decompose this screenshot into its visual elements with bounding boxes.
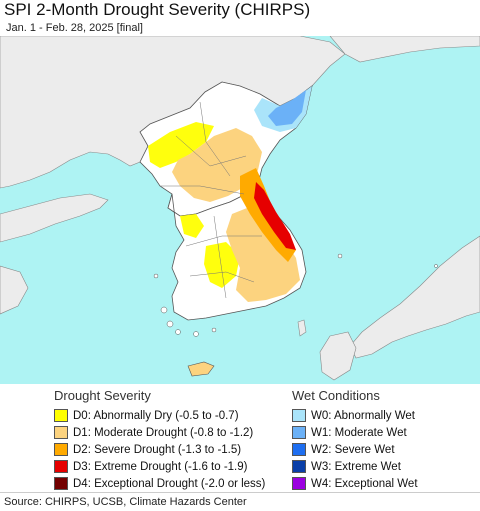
shandong-peninsula bbox=[0, 193, 109, 243]
legend-label-d3: D3: Extreme Drought (-1.6 to -1.9) bbox=[73, 460, 248, 473]
legend-item-d2: D2: Severe Drought (-1.3 to -1.5) bbox=[54, 441, 265, 458]
islands bbox=[153, 253, 438, 337]
drought-zone-d1-north bbox=[172, 128, 262, 202]
tsushima bbox=[297, 319, 307, 337]
legend-item-d4: D4: Exceptional Drought (-2.0 or less) bbox=[54, 475, 265, 492]
legend-label-w4: W4: Exceptional Wet bbox=[311, 477, 418, 490]
japan-landmass bbox=[349, 235, 480, 359]
legend-item-w2: W2: Severe Wet bbox=[292, 441, 418, 458]
legend-swatch-d0 bbox=[54, 409, 68, 422]
kyushu bbox=[319, 331, 357, 381]
map-title: SPI 2-Month Drought Severity (CHIRPS) bbox=[4, 0, 311, 19]
drought-map bbox=[0, 36, 480, 384]
drought-legend-heading: Drought Severity bbox=[54, 388, 151, 403]
source-credit: Source: CHIRPS, UCSB, Climate Hazards Ce… bbox=[0, 492, 480, 510]
drought-legend: Drought Severity D0: Abnormally Dry (-0.… bbox=[54, 388, 265, 492]
legend-swatch-d4 bbox=[54, 477, 68, 490]
legend-item-w0: W0: Abnormally Wet bbox=[292, 407, 418, 424]
legend-item-d1: D1: Moderate Drought (-0.8 to -1.2) bbox=[54, 424, 265, 441]
legend-swatch-d2 bbox=[54, 443, 68, 456]
legend-item-w3: W3: Extreme Wet bbox=[292, 458, 418, 475]
drought-zone-d3 bbox=[254, 182, 296, 250]
east-china-coast bbox=[0, 265, 29, 315]
wet-legend-heading: Wet Conditions bbox=[292, 388, 380, 403]
legend-swatch-w1 bbox=[292, 426, 306, 439]
map-subtitle: Jan. 1 - Feb. 28, 2025 [final] bbox=[6, 22, 143, 34]
drought-zone-d1-south bbox=[226, 206, 300, 302]
legend-swatch-w4 bbox=[292, 477, 306, 490]
legend-label-d2: D2: Severe Drought (-1.3 to -1.5) bbox=[73, 443, 242, 456]
wet-legend: Wet Conditions W0: Abnormally Wet W1: Mo… bbox=[292, 388, 418, 492]
map-canvas bbox=[0, 36, 480, 381]
legend-item-w4: W4: Exceptional Wet bbox=[292, 475, 418, 492]
legend-item-d0: D0: Abnormally Dry (-0.5 to -0.7) bbox=[54, 407, 265, 424]
legend-swatch-d3 bbox=[54, 460, 68, 473]
legend-label-w3: W3: Extreme Wet bbox=[311, 460, 401, 473]
legend-label-d1: D1: Moderate Drought (-0.8 to -1.2) bbox=[73, 426, 254, 439]
drought-zone-d1-jeju bbox=[187, 361, 215, 377]
legend-label-w0: W0: Abnormally Wet bbox=[311, 409, 415, 422]
drought-zone-d0-south bbox=[204, 242, 240, 288]
legend-label-w1: W1: Moderate Wet bbox=[311, 426, 407, 439]
legend-label-d4: D4: Exceptional Drought (-2.0 or less) bbox=[73, 477, 266, 490]
legend-item-d3: D3: Extreme Drought (-1.6 to -1.9) bbox=[54, 458, 265, 475]
drought-zone-d0-west bbox=[148, 122, 214, 168]
admin-boundaries bbox=[160, 101, 262, 299]
legend-swatch-w0 bbox=[292, 409, 306, 422]
legend-item-w1: W1: Moderate Wet bbox=[292, 424, 418, 441]
legend-label-d0: D0: Abnormally Dry (-0.5 to -0.7) bbox=[73, 409, 239, 422]
wet-zone-w1 bbox=[268, 90, 306, 126]
legend-swatch-w3 bbox=[292, 460, 306, 473]
legend-panel: Drought Severity D0: Abnormally Dry (-0.… bbox=[0, 384, 480, 492]
legend-label-w2: W2: Severe Wet bbox=[311, 443, 395, 456]
legend-swatch-w2 bbox=[292, 443, 306, 456]
drought-zone-d0-mid bbox=[180, 214, 204, 238]
legend-swatch-d1 bbox=[54, 426, 68, 439]
russia-landmass bbox=[329, 36, 480, 63]
